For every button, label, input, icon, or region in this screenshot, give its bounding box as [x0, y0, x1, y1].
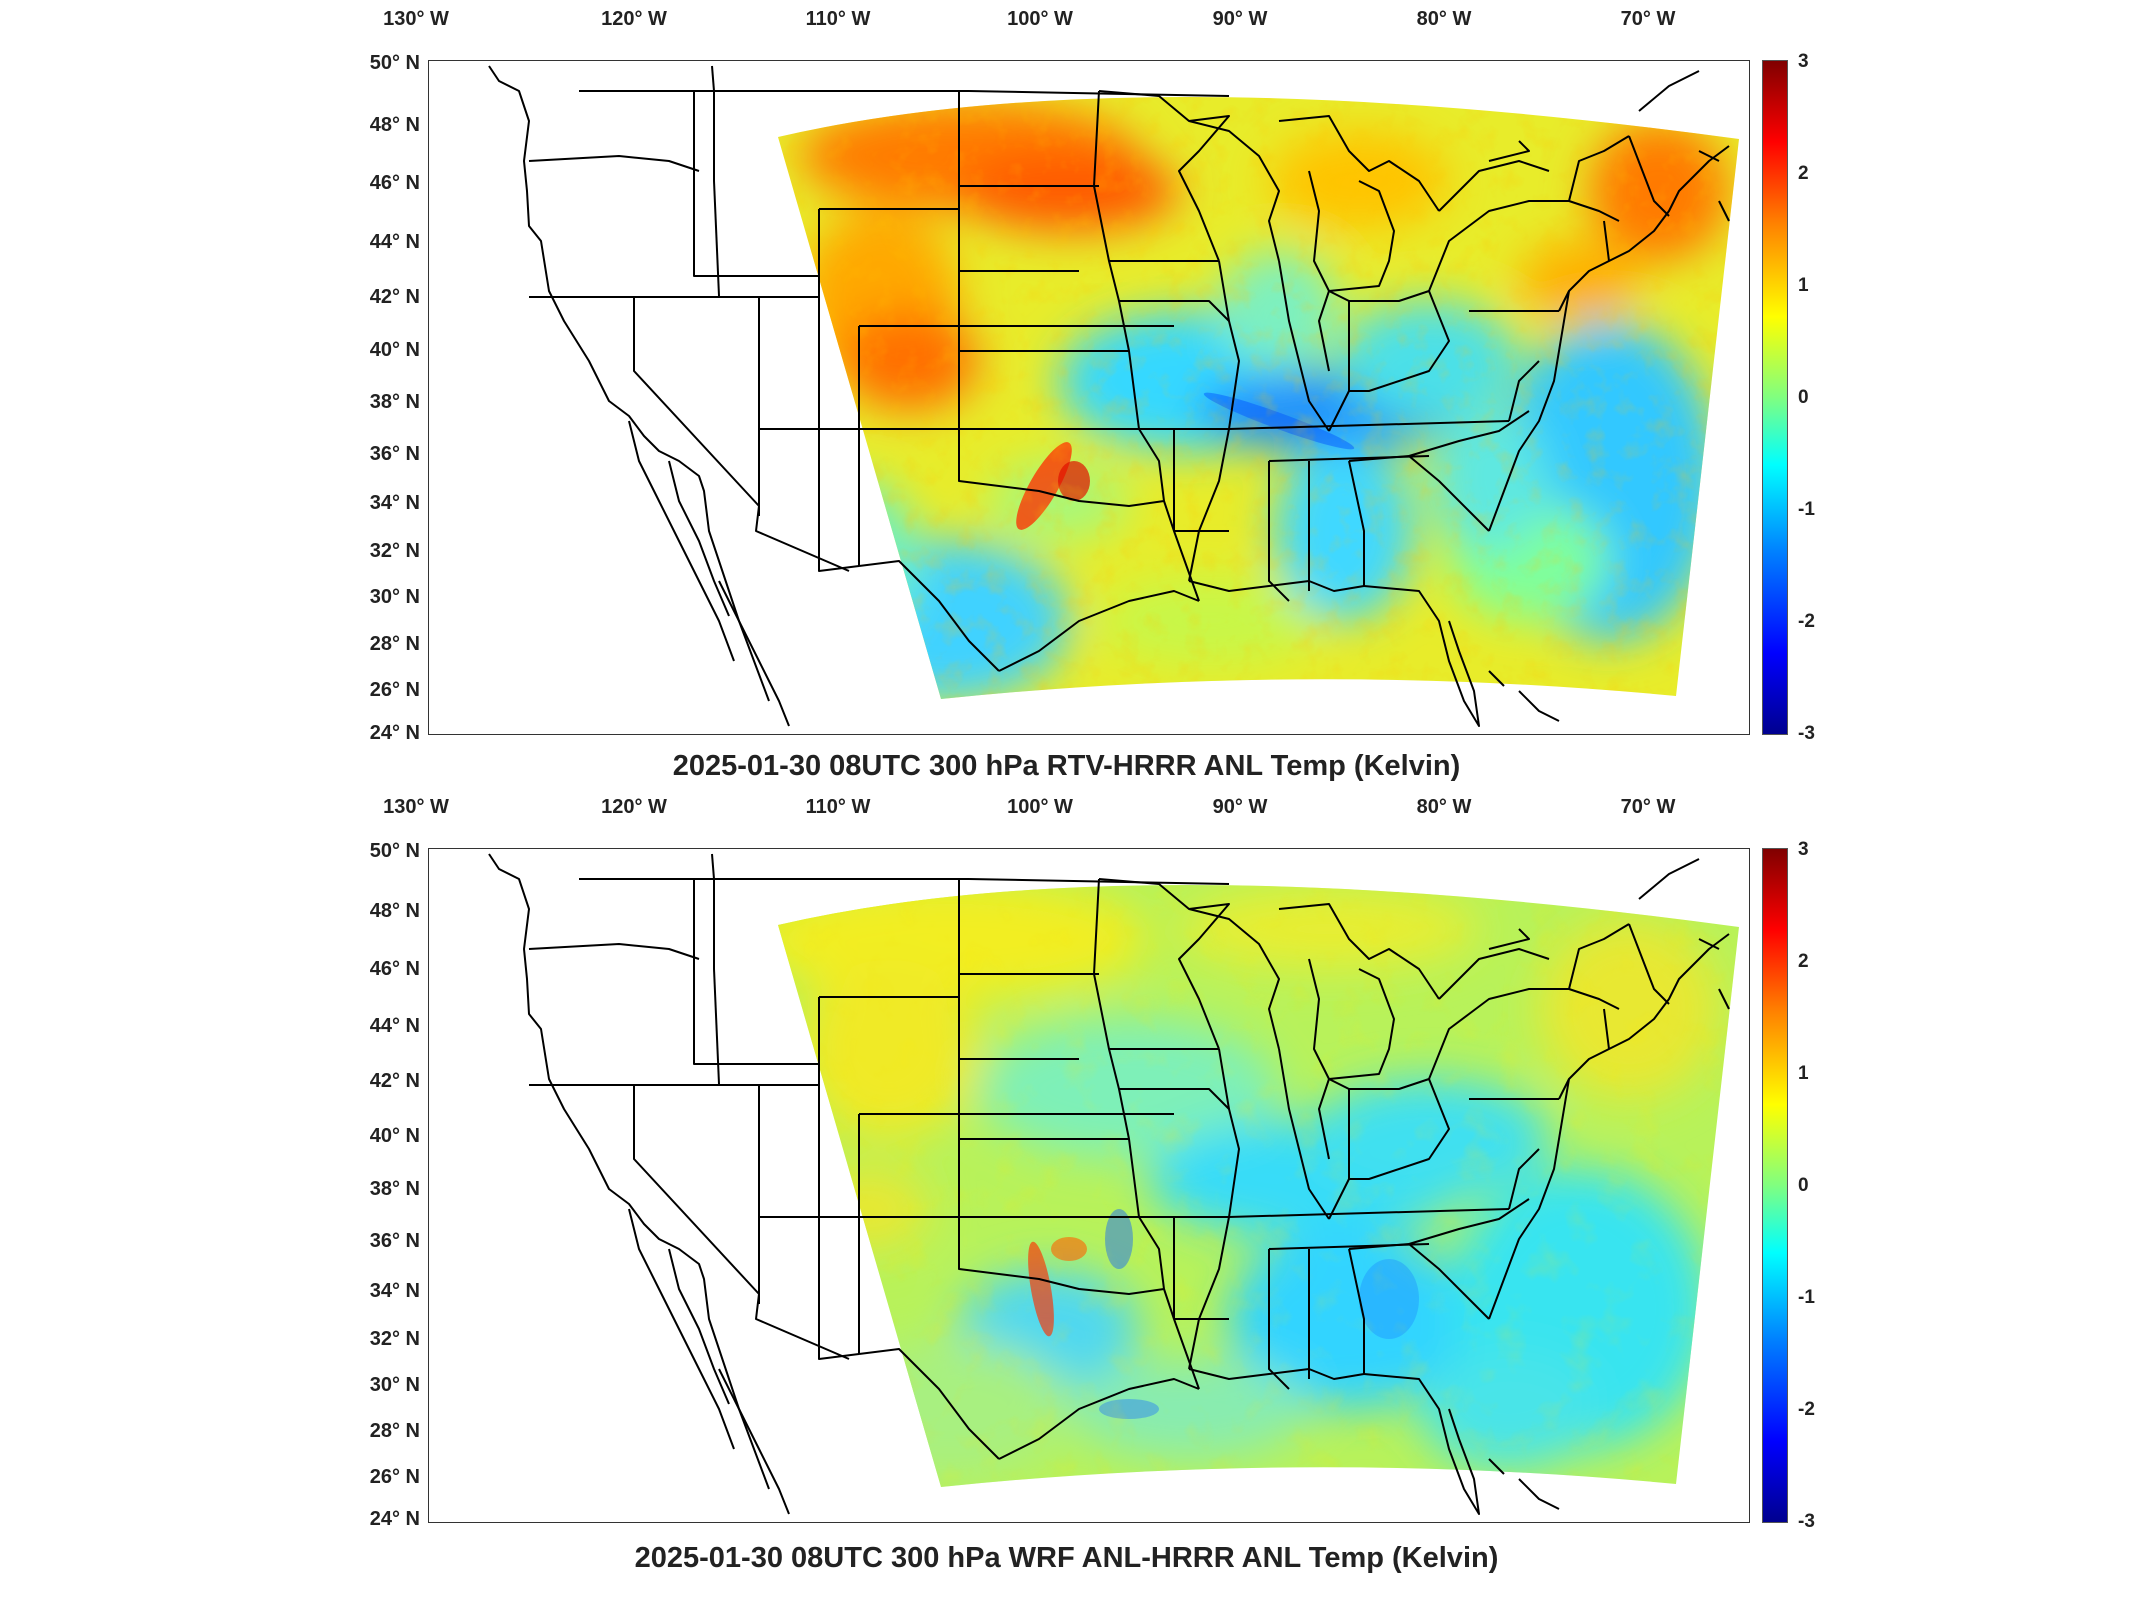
lat-tick: 46° N	[369, 958, 420, 980]
colorbar-tick: 0	[1798, 387, 1809, 408]
colorbar-tick: -1	[1798, 1287, 1815, 1308]
lon-tick: 130° W	[383, 8, 449, 30]
colorbar-tick: -3	[1798, 723, 1815, 744]
lat-tick: 34° N	[369, 1280, 420, 1302]
colorbar-tick: 3	[1798, 839, 1809, 860]
lat-tick: 28° N	[369, 633, 420, 655]
state-boundaries	[488, 853, 1730, 1515]
lon-tick: 90° W	[1212, 8, 1268, 30]
lat-tick: 38° N	[369, 1178, 420, 1200]
lat-tick: 36° N	[369, 1230, 420, 1252]
lon-tick: 110° W	[805, 8, 871, 30]
map-frame	[428, 848, 1750, 1523]
colorbar-tick: 3	[1798, 51, 1809, 72]
lat-tick: 30° N	[369, 1374, 420, 1396]
lon-tick: 120° W	[601, 796, 667, 818]
lon-tick: 120° W	[601, 8, 667, 30]
lon-tick: 80° W	[1416, 796, 1472, 818]
colorbar-tick: 2	[1798, 163, 1809, 184]
temperature-anomaly-field	[778, 96, 1739, 700]
lat-tick: 36° N	[369, 443, 420, 465]
lat-tick: 44° N	[369, 1015, 420, 1037]
lat-tick: 40° N	[369, 1125, 420, 1147]
colorbar	[1762, 848, 1788, 1523]
lat-tick: 24° N	[369, 722, 420, 744]
colorbar-tick: -2	[1798, 611, 1815, 632]
bottom-map-panel: 130° W 120° W 110° W 100° W 90° W 80° W …	[0, 790, 2133, 1600]
lat-tick: 38° N	[369, 391, 420, 413]
map-canvas	[488, 853, 1739, 1515]
lat-tick: 32° N	[369, 540, 420, 562]
lon-tick: 70° W	[1620, 8, 1676, 30]
panel-title: 2025-01-30 08UTC 300 hPa WRF ANL-HRRR AN…	[634, 1542, 1499, 1574]
panel-title: 2025-01-30 08UTC 300 hPa RTV-HRRR ANL Te…	[672, 750, 1461, 782]
lat-tick: 44° N	[369, 231, 420, 253]
lat-tick: 46° N	[369, 172, 420, 194]
colorbar-tick: 1	[1798, 1063, 1809, 1084]
lon-tick: 130° W	[383, 796, 449, 818]
map-canvas	[488, 65, 1739, 727]
lon-tick: 100° W	[1007, 8, 1073, 30]
colorbar-tick: 1	[1798, 275, 1809, 296]
lat-tick: 48° N	[369, 900, 420, 922]
lat-tick: 48° N	[369, 114, 420, 136]
lat-tick: 26° N	[369, 1466, 420, 1488]
lat-tick: 42° N	[369, 1070, 420, 1092]
lon-tick: 70° W	[1620, 796, 1676, 818]
colorbar-tick: -2	[1798, 1399, 1815, 1420]
colorbar-tick: 2	[1798, 951, 1809, 972]
colorbar	[1762, 60, 1788, 735]
lat-tick: 24° N	[369, 1508, 420, 1530]
lon-tick: 110° W	[805, 796, 871, 818]
lon-tick: 90° W	[1212, 796, 1268, 818]
top-map-panel: 130° W 120° W 110° W 100° W 90° W 80° W …	[0, 0, 2133, 790]
colorbar-tick: -1	[1798, 499, 1815, 520]
lat-tick: 30° N	[369, 586, 420, 608]
lat-tick: 50° N	[369, 840, 420, 862]
temperature-anomaly-field	[778, 884, 1739, 1488]
lat-tick: 50° N	[369, 52, 420, 74]
lat-tick: 26° N	[369, 679, 420, 701]
map-frame	[428, 60, 1750, 735]
lon-tick: 80° W	[1416, 8, 1472, 30]
state-boundaries	[488, 65, 1730, 727]
lat-tick: 42° N	[369, 286, 420, 308]
colorbar-tick: 0	[1798, 1175, 1809, 1196]
lat-tick: 40° N	[369, 339, 420, 361]
colorbar-tick: -3	[1798, 1511, 1815, 1532]
lat-tick: 32° N	[369, 1328, 420, 1350]
lat-tick: 34° N	[369, 492, 420, 514]
lon-tick: 100° W	[1007, 796, 1073, 818]
lat-tick: 28° N	[369, 1420, 420, 1442]
